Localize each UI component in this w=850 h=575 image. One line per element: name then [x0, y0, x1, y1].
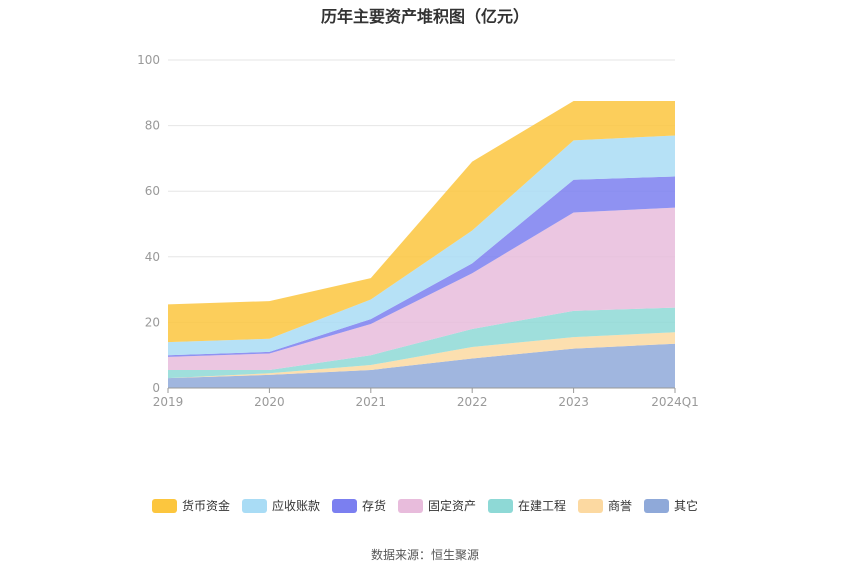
legend-item[interactable]: 商誉 — [578, 497, 632, 514]
legend-swatch — [488, 498, 513, 513]
area-series-4 — [168, 176, 675, 357]
y-tick-label: 100 — [137, 53, 160, 67]
legend-item[interactable]: 存货 — [331, 497, 386, 514]
legend-swatch — [241, 498, 267, 513]
x-tick-label: 2019 — [153, 395, 184, 409]
legend-label: 存货 — [361, 499, 386, 513]
legend-label: 其它 — [674, 499, 699, 513]
x-tick-label: 2022 — [457, 395, 488, 409]
legend: 货币资金 应收账款 存货 固定资产 在建工程 商誉 其它 — [0, 497, 850, 514]
area-series-5 — [168, 135, 675, 356]
legend-label: 固定资产 — [427, 499, 476, 513]
area-series-2 — [168, 307, 675, 379]
legend-swatch — [331, 498, 357, 513]
x-tick-label: 2020 — [254, 395, 285, 409]
y-tick-label: 0 — [152, 381, 160, 395]
axis-layer: 0 20 40 60 80 100 2019 2020 2021 2022 2023 2024Q1 — [137, 53, 699, 409]
legend-label: 货币资金 — [181, 499, 230, 513]
area-series-6 — [168, 101, 675, 343]
chart-title: 历年主要资产堆积图（亿元） — [320, 7, 529, 26]
x-tick-label: 2023 — [558, 395, 589, 409]
area-series-3 — [168, 207, 675, 370]
legend-swatch — [578, 498, 604, 513]
legend-item[interactable]: 货币资金 — [151, 497, 230, 514]
y-tick-label: 20 — [145, 315, 160, 329]
y-tick-label: 40 — [145, 250, 160, 264]
area-layer — [168, 101, 675, 388]
legend-item[interactable]: 应收账款 — [241, 497, 320, 514]
legend-swatch — [644, 498, 670, 513]
x-tick-label: 2024Q1 — [651, 395, 699, 409]
legend-label: 商誉 — [608, 499, 633, 513]
y-tick-label: 60 — [145, 184, 160, 198]
legend-swatch — [397, 498, 423, 513]
legend-item[interactable]: 固定资产 — [397, 497, 476, 514]
legend-label: 应收账款 — [271, 499, 320, 513]
legend-item[interactable]: 其它 — [644, 497, 698, 514]
area-series-0 — [168, 343, 675, 388]
x-tick-label: 2021 — [356, 395, 387, 409]
legend-label: 在建工程 — [518, 499, 567, 513]
legend-swatch — [151, 498, 177, 513]
area-series-1 — [168, 332, 675, 379]
y-tick-label: 80 — [145, 119, 160, 133]
legend-item[interactable]: 在建工程 — [488, 497, 566, 514]
data-source: 数据来源：恒生聚源 — [370, 548, 479, 562]
